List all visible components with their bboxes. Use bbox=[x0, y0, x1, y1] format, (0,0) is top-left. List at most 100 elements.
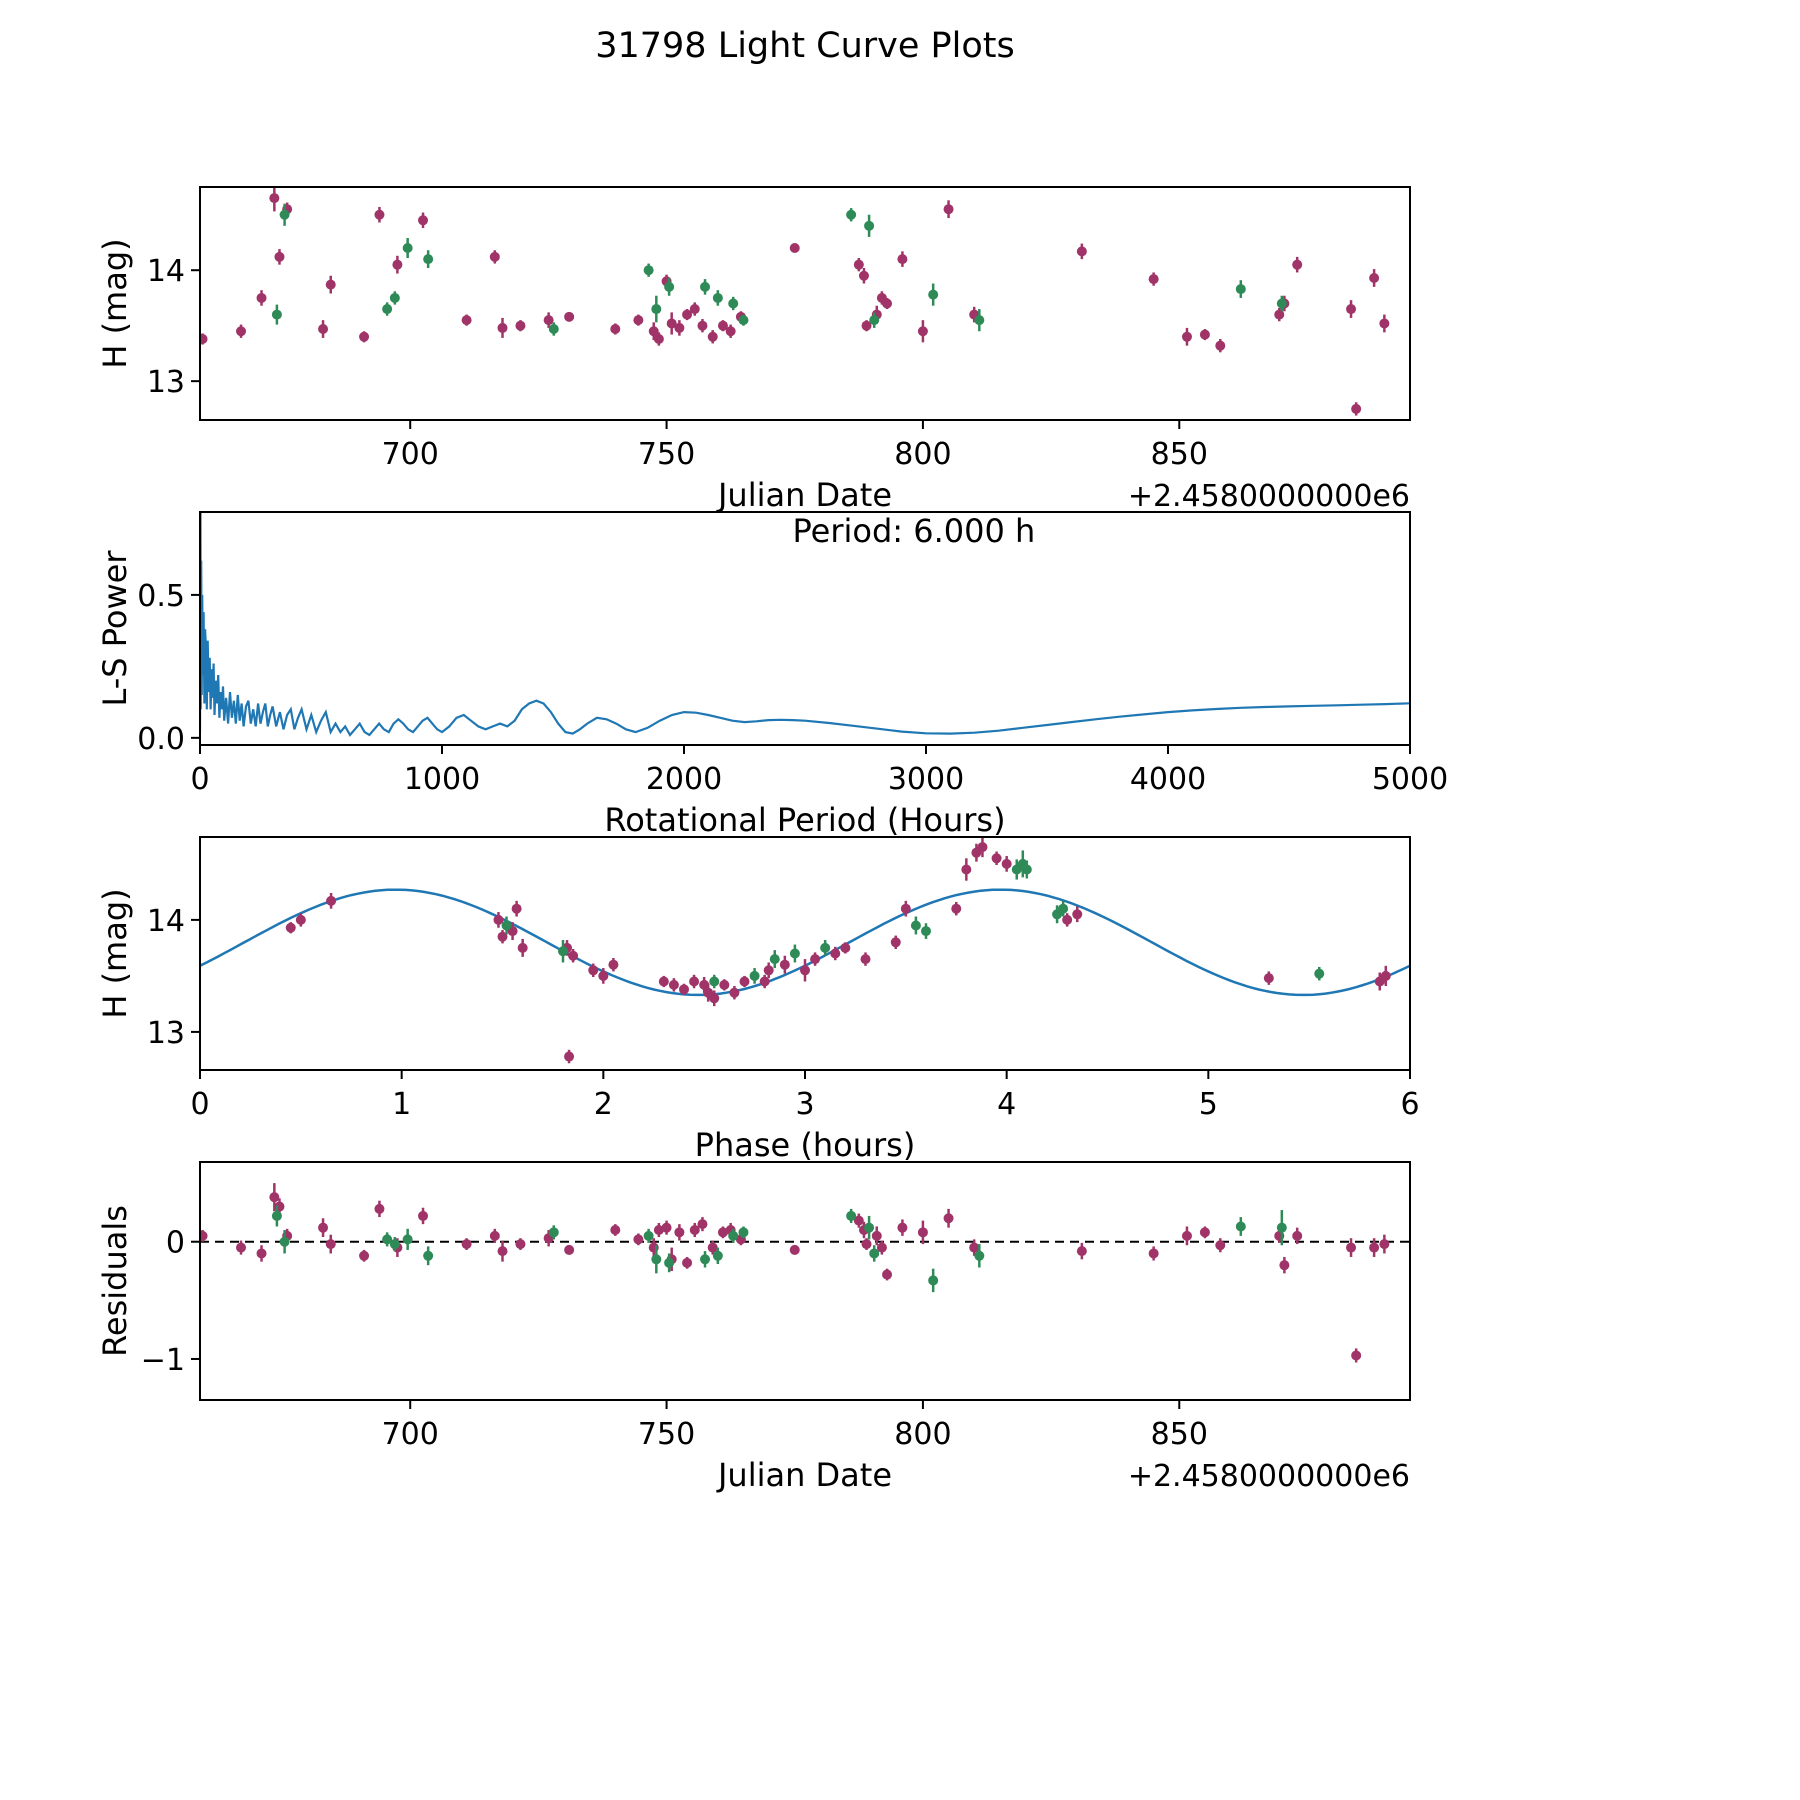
data-point bbox=[1076, 1246, 1087, 1257]
x-tick-label: 750 bbox=[638, 1417, 695, 1452]
x-tick-label: 0 bbox=[190, 762, 209, 797]
data-point bbox=[1351, 403, 1362, 414]
data-point bbox=[1274, 309, 1285, 320]
data-point bbox=[682, 309, 693, 320]
data-point bbox=[699, 979, 710, 990]
data-point bbox=[633, 1234, 644, 1245]
data-point bbox=[679, 984, 689, 995]
data-point bbox=[864, 220, 875, 231]
y-tick-label: 0 bbox=[166, 1226, 185, 1261]
data-point bbox=[598, 970, 609, 981]
data-point bbox=[719, 979, 730, 990]
data-point bbox=[861, 1239, 872, 1250]
y-tick-label: 0.0 bbox=[137, 722, 185, 757]
data-point bbox=[871, 1230, 882, 1241]
data-point bbox=[382, 1234, 393, 1245]
data-point bbox=[882, 1269, 893, 1280]
data-point bbox=[820, 942, 831, 953]
data-point bbox=[1292, 1230, 1303, 1241]
x-tick-label: 850 bbox=[1151, 1417, 1208, 1452]
line-series bbox=[200, 512, 1410, 737]
data-point bbox=[707, 331, 718, 342]
data-point bbox=[1199, 1227, 1210, 1238]
data-point bbox=[269, 1192, 280, 1203]
y-tick-label: 13 bbox=[147, 1016, 185, 1051]
data-point bbox=[917, 1227, 928, 1238]
data-point bbox=[588, 965, 599, 976]
data-point bbox=[653, 1225, 664, 1235]
data-point bbox=[739, 976, 750, 987]
data-layer bbox=[200, 837, 1410, 1064]
figure-title: 31798 Light Curve Plots bbox=[595, 26, 1015, 66]
data-point bbox=[1001, 858, 1012, 869]
data-point bbox=[200, 334, 208, 345]
data-point bbox=[418, 215, 429, 226]
data-point bbox=[729, 987, 740, 998]
data-point bbox=[511, 903, 522, 914]
data-point bbox=[1379, 1239, 1390, 1250]
x-axis-label: Julian Date bbox=[716, 476, 892, 514]
data-point bbox=[1076, 246, 1087, 257]
data-point bbox=[779, 959, 790, 970]
data-point bbox=[548, 324, 559, 335]
data-point bbox=[271, 309, 282, 320]
data-point bbox=[917, 326, 928, 337]
x-axis-label: Phase (hours) bbox=[695, 1126, 916, 1164]
data-point bbox=[728, 1230, 739, 1241]
data-point bbox=[568, 950, 579, 961]
data-point bbox=[648, 326, 659, 337]
data-point bbox=[869, 315, 880, 326]
data-point bbox=[497, 931, 508, 942]
data-point bbox=[558, 946, 568, 957]
data-point bbox=[951, 903, 962, 914]
data-point bbox=[689, 304, 700, 315]
data-point bbox=[1369, 1242, 1380, 1253]
data-point bbox=[389, 1239, 400, 1250]
y-tick-label: 0.5 bbox=[137, 579, 185, 614]
data-point bbox=[853, 1215, 864, 1226]
data-point bbox=[392, 259, 403, 270]
data-point bbox=[271, 1210, 282, 1221]
data-point bbox=[700, 281, 711, 292]
data-point bbox=[1215, 1240, 1226, 1251]
data-point bbox=[318, 1222, 329, 1233]
data-point bbox=[769, 954, 780, 965]
data-point bbox=[608, 959, 619, 970]
data-point bbox=[1279, 1260, 1290, 1271]
data-point bbox=[497, 322, 508, 333]
x-axis-label: Julian Date bbox=[716, 1456, 892, 1494]
data-layer bbox=[200, 187, 1390, 416]
x-tick-label: 5000 bbox=[1372, 762, 1448, 797]
data-point bbox=[402, 243, 413, 254]
data-point bbox=[738, 315, 749, 326]
data-point bbox=[256, 292, 267, 303]
panel-periodogram: 0 1000 2000 3000 4000 5000 0.0 0.5 Rotational Pe… bbox=[96, 511, 1448, 839]
data-point bbox=[651, 1254, 662, 1265]
x-tick-label: 4 bbox=[997, 1087, 1016, 1122]
x-tick-label: 700 bbox=[382, 437, 439, 472]
data-point bbox=[1351, 1350, 1362, 1361]
data-point bbox=[402, 1234, 413, 1245]
data-point bbox=[810, 954, 821, 965]
data-point bbox=[712, 292, 723, 303]
data-point bbox=[882, 298, 893, 309]
data-point bbox=[749, 970, 760, 981]
data-point bbox=[789, 243, 800, 254]
x-tick-label: 750 bbox=[638, 437, 695, 472]
data-point bbox=[707, 1242, 718, 1253]
data-point bbox=[928, 1275, 939, 1286]
data-point bbox=[543, 315, 554, 326]
y-axis-label: Residuals bbox=[96, 1205, 134, 1357]
data-point bbox=[1276, 298, 1287, 309]
data-point bbox=[910, 920, 921, 931]
y-tick-label: 14 bbox=[147, 254, 185, 289]
data-point bbox=[236, 1242, 247, 1253]
y-axis-label: H (mag) bbox=[96, 888, 134, 1018]
data-point bbox=[1148, 1248, 1159, 1259]
data-point bbox=[1199, 329, 1210, 340]
data-point bbox=[374, 209, 385, 220]
x-axis-label: Rotational Period (Hours) bbox=[604, 801, 1005, 839]
x-tick-label: 0 bbox=[190, 1087, 209, 1122]
data-point bbox=[897, 1222, 908, 1233]
data-point bbox=[1346, 304, 1357, 315]
